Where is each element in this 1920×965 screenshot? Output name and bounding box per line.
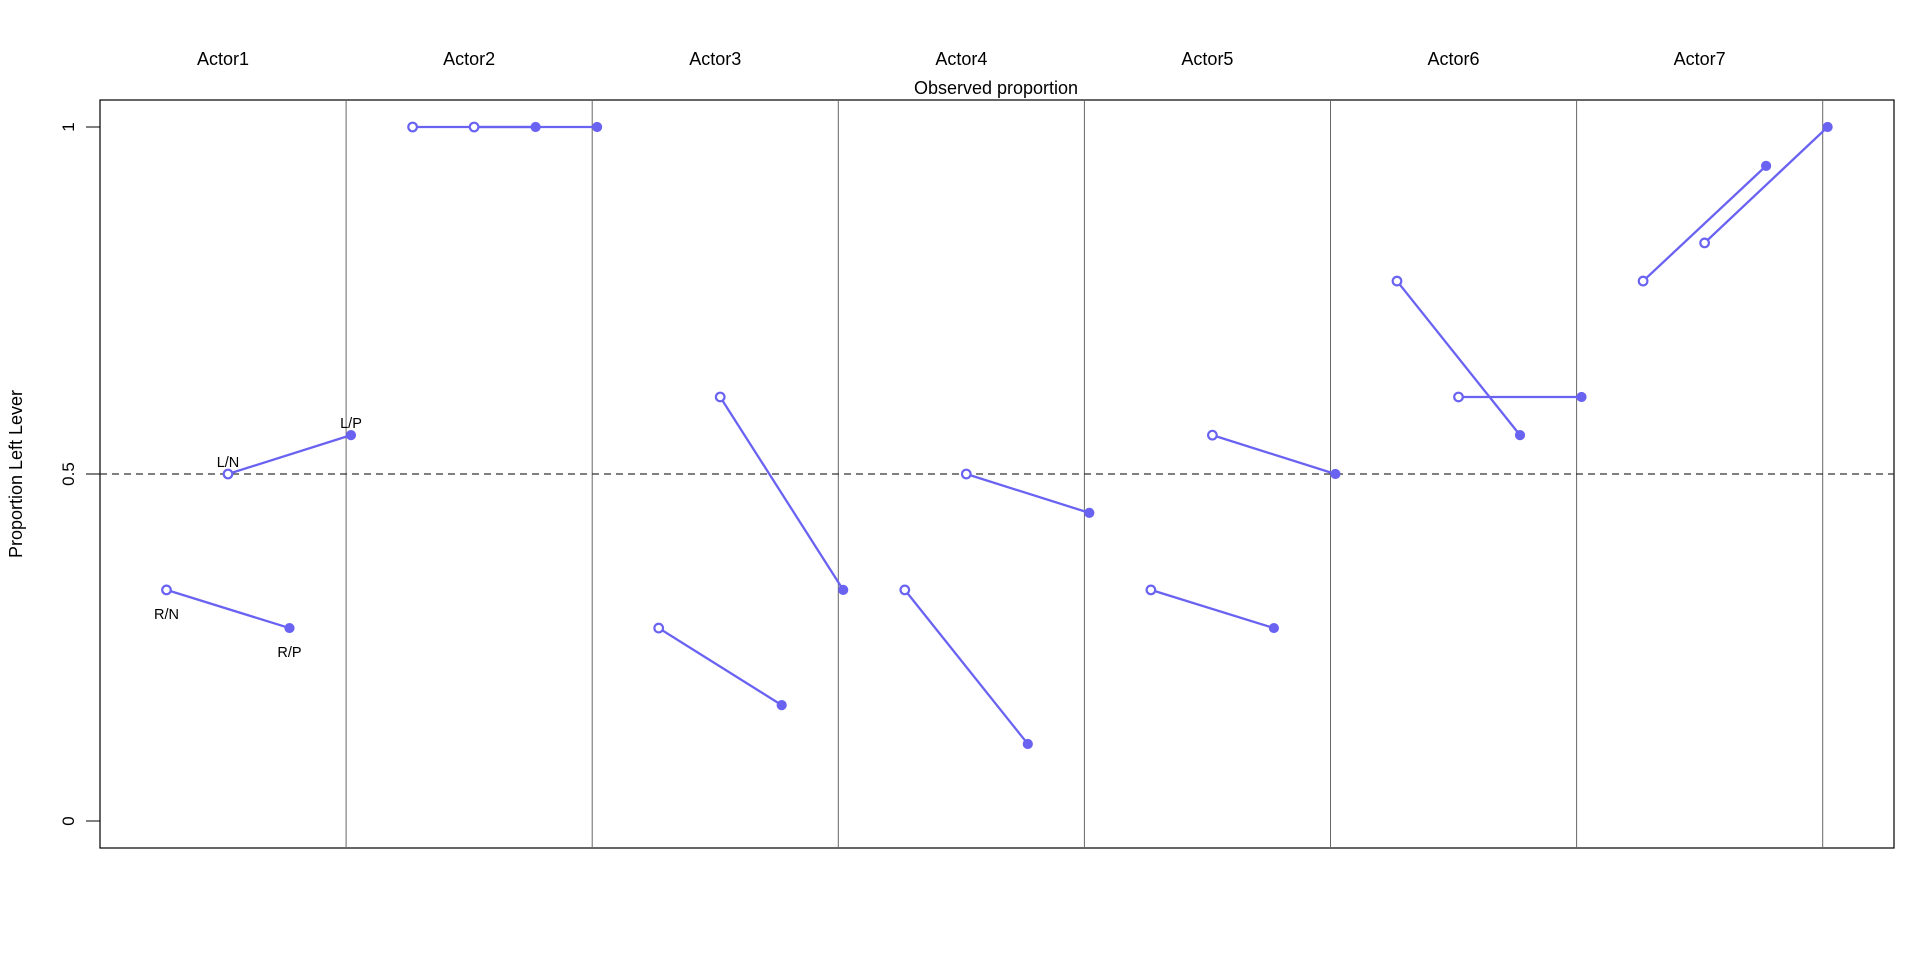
actor-label-actor7: Actor7 (1674, 49, 1726, 69)
chart-title: Observed proportion (914, 78, 1078, 98)
series-line-actor3-rn (658, 627, 783, 707)
series-line-actor6-rn (1396, 280, 1521, 436)
series-line-actor4-ln (965, 472, 1090, 514)
data-point-actor6-rn (1391, 275, 1403, 287)
data-point-actor5-ln (1206, 429, 1218, 441)
series-line-actor7-rn (1642, 165, 1767, 282)
data-point-actor3-rn (653, 622, 665, 634)
series-lines-layer (166, 125, 1829, 745)
data-point-actor6-ln (1453, 391, 1464, 403)
data-point-actor6-lp (1576, 391, 1587, 403)
data-point-actor5-lp (1330, 468, 1341, 480)
data-point-actor1-rp (284, 622, 295, 634)
data-point-actor6-rp (1514, 430, 1526, 441)
plot-frame-layer (86, 99, 1895, 849)
data-point-actor4-ln (960, 468, 972, 480)
data-point-actor2-rn (407, 121, 419, 133)
series-line-actor1-ln (227, 434, 352, 476)
actor-label-actor2: Actor2 (443, 49, 495, 69)
series-line-actor5-rn (1150, 588, 1275, 630)
actor-label-actor5: Actor5 (1181, 49, 1233, 69)
y-tick-label: 1 (59, 122, 78, 131)
actor-label-actor3: Actor3 (689, 49, 741, 69)
data-point-actor3-ln (714, 391, 726, 403)
data-point-actor4-rp (1022, 738, 1033, 750)
data-point-actor4-rn (899, 584, 911, 596)
series-line-actor1-rn (166, 588, 290, 630)
data-point-actor2-ln (468, 121, 480, 133)
data-point-actor7-rp (1761, 160, 1772, 171)
data-point-actor3-lp (838, 584, 849, 595)
data-point-actor7-rn (1637, 275, 1649, 287)
actor-label-actor4: Actor4 (935, 49, 987, 69)
actor-label-actor1: Actor1 (197, 49, 249, 69)
series-line-actor7-ln (1703, 126, 1829, 244)
data-point-actor2-lp (592, 121, 603, 133)
series-line-actor5-ln (1212, 434, 1336, 476)
data-point-actor5-rp (1268, 622, 1280, 634)
point-label-ln: L/N (217, 455, 240, 471)
data-point-actor7-ln (1699, 237, 1710, 249)
data-point-actor1-rn (161, 584, 172, 596)
text-layer: Observed proportion Proportion Left Leve… (6, 49, 1726, 826)
data-point-actor1-ln (222, 468, 234, 480)
data-point-actor1-lp (345, 430, 357, 441)
actor-label-actor6: Actor6 (1428, 49, 1480, 69)
point-label-rp: R/P (277, 645, 301, 661)
y-tick-label: 0.5 (59, 462, 78, 486)
data-point-actor5-rn (1145, 584, 1157, 596)
y-axis-label: Proportion Left Lever (6, 390, 26, 558)
data-point-actor4-lp (1084, 507, 1095, 518)
data-point-actor2-rp (530, 121, 541, 133)
data-point-actor3-rp (776, 700, 787, 711)
y-tick-label: 0 (59, 816, 78, 825)
data-point-actor7-lp (1822, 121, 1833, 133)
point-label-rn: R/N (154, 607, 179, 623)
point-label-lp: L/P (340, 416, 362, 432)
series-line-actor3-ln (719, 396, 845, 591)
series-points-layer (161, 121, 1833, 750)
series-line-actor4-rn (903, 589, 1029, 745)
